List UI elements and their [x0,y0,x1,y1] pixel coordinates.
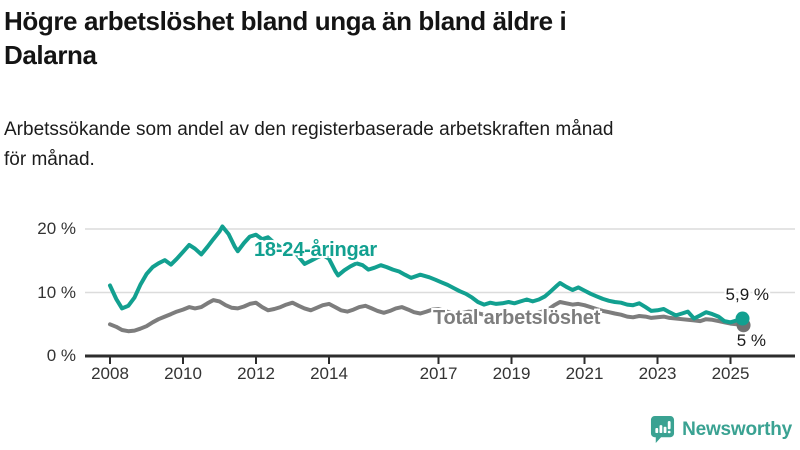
y-tick-label: 10 % [37,282,76,302]
chart-subtitle: Arbetssökande som andel av den registerb… [4,115,784,175]
x-tick-label: 2025 [711,364,750,383]
bar-chart-speech-bubble-icon [650,415,675,444]
x-tick-label: 2019 [492,364,531,383]
x-tick-label: 2010 [164,364,202,383]
y-tick-label: 0 % [46,346,76,365]
total-unemployment-line [108,298,745,334]
x-tick-label: 2008 [91,364,129,383]
x-tick-label: 2017 [419,364,458,383]
series-label-total: Total arbetslöshet [433,307,601,329]
youth-unemployment-line [108,224,745,325]
end-value-youth: 5,9 % [725,285,769,304]
title-line-2: Dalarna [4,40,97,70]
y-tick-label: 20 % [37,219,76,238]
series-label-youth: 18-24-åringar [254,239,378,261]
youth-end-dot [735,311,750,326]
subtitle-line-1: Arbetssökande som andel av den registerb… [4,119,614,140]
x-tick-label: 2012 [237,364,275,383]
x-tick-label: 2014 [310,364,348,383]
newsworthy-wordmark: Newsworthy [682,418,792,440]
end-value-total: 5 % [736,331,766,350]
newsworthy-logo: Newsworthy [650,415,792,444]
title-line-1: Högre arbetslöshet bland unga än bland ä… [4,6,567,36]
x-tick-label: 2021 [565,364,604,383]
x-tick-label: 2023 [638,364,677,383]
page-title: Högre arbetslöshet bland unga än bland ä… [4,4,784,72]
subtitle-line-2: för månad. [4,149,95,170]
